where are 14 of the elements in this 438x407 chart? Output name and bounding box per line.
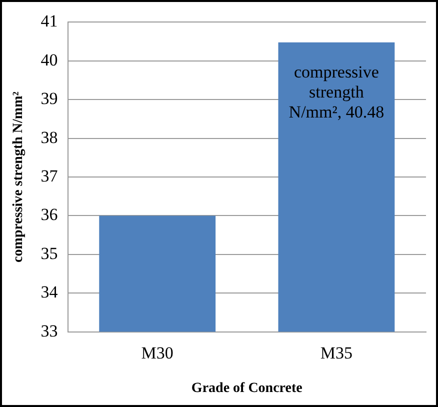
x-tick-label: M35	[320, 343, 353, 362]
y-tick-label: 39	[40, 89, 58, 108]
y-axis-title: compressive strength N/mm²	[11, 92, 26, 262]
y-tick-label: 40	[40, 50, 58, 70]
x-tick-label: M30	[141, 343, 174, 362]
data-label: compressive strength N/mm², 40.48	[288, 62, 384, 122]
y-tick-label: 35	[40, 244, 58, 263]
y-tick-label: 41	[40, 12, 58, 31]
y-tick-label: 37	[40, 166, 58, 186]
y-tick-label: 34	[40, 282, 58, 302]
y-tick-label: 33	[40, 321, 58, 340]
y-tick-label: 36	[40, 205, 58, 224]
x-axis-title: Grade of Concrete	[191, 381, 302, 396]
y-tick-label: 38	[40, 128, 58, 147]
